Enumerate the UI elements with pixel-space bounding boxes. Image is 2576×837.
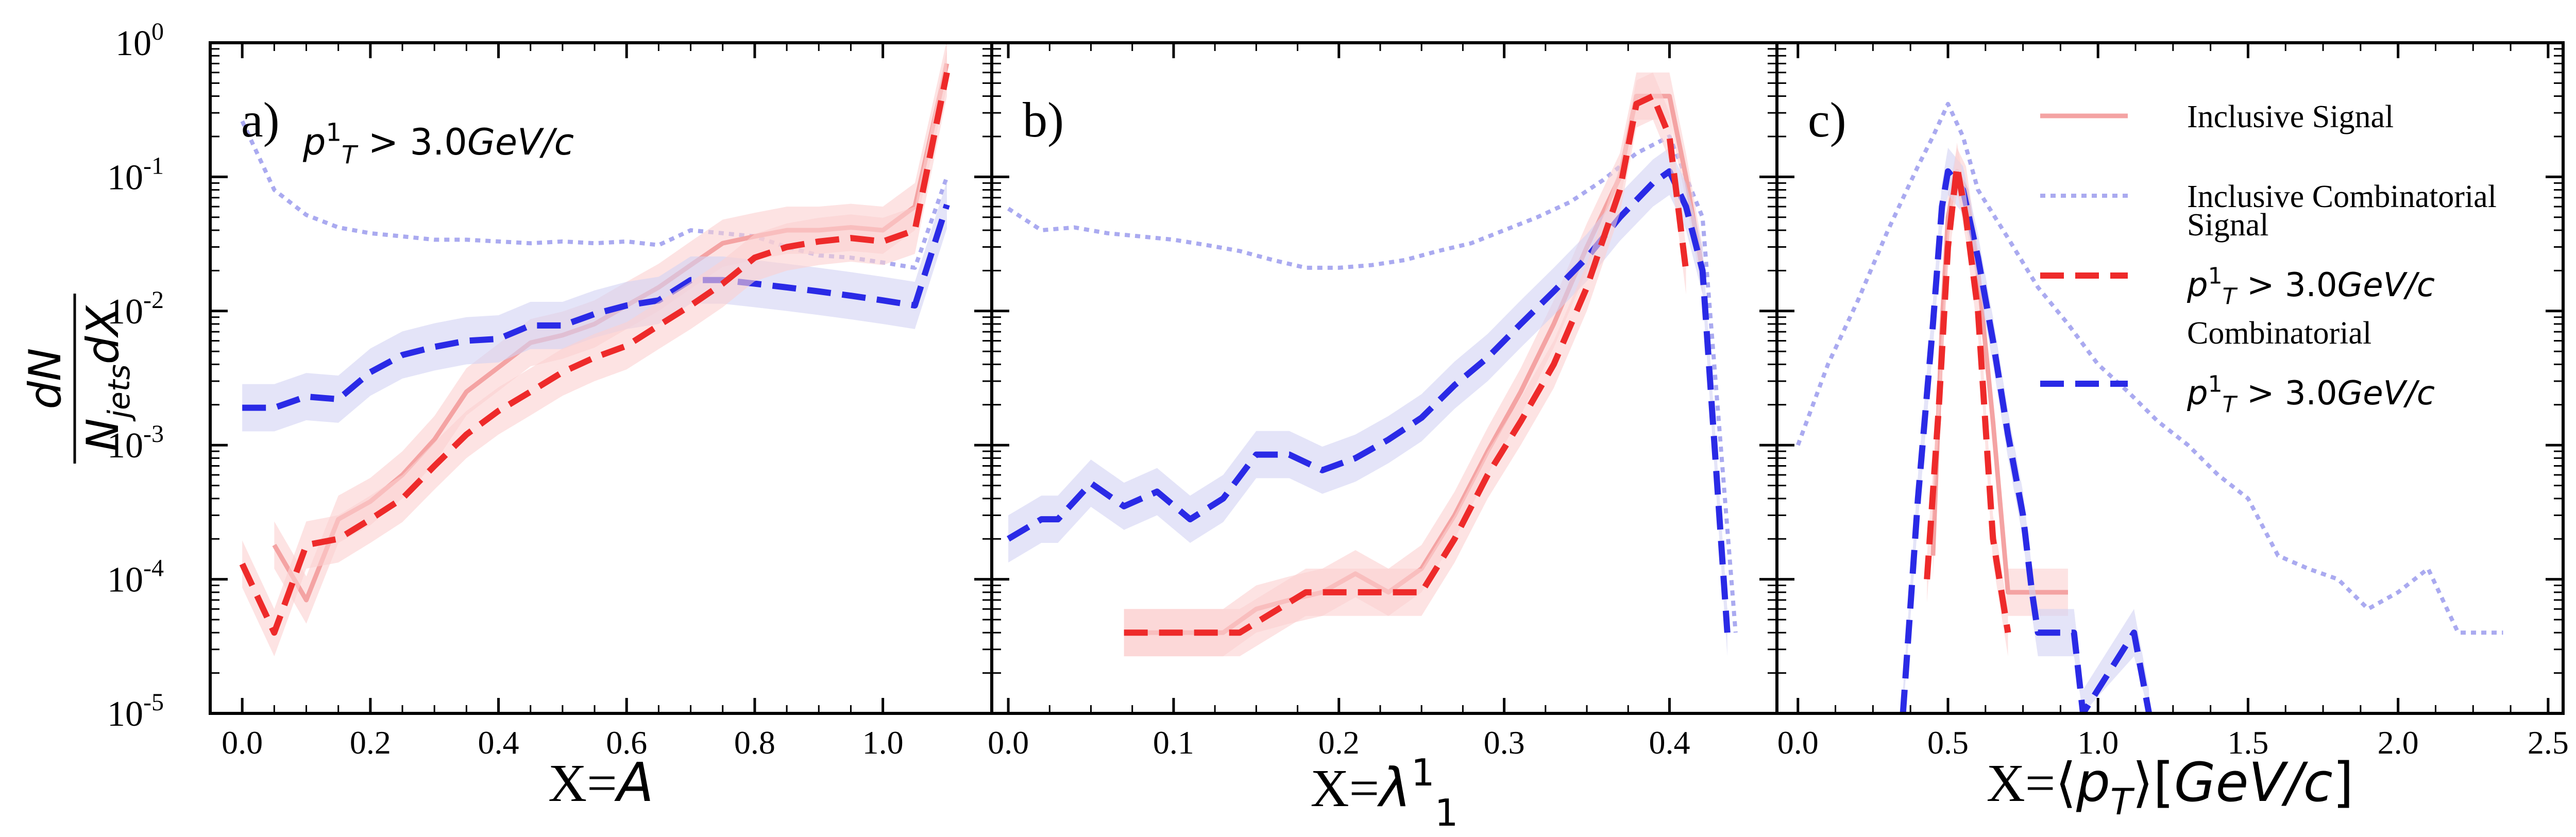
y-tick-label: 10-3	[107, 420, 164, 466]
y-label-numerator: dN	[20, 348, 71, 409]
band-combinatorial	[242, 181, 947, 432]
x-tick-label: 0.2	[350, 724, 391, 761]
series-signal-line	[1124, 93, 1689, 636]
panel-label: c)	[1808, 92, 1846, 147]
y-tick-label: 100	[115, 18, 164, 63]
panel-annotation: p1T > 3.0GeV/c	[302, 118, 574, 169]
band-signal	[1124, 72, 1686, 657]
panel-label: a)	[241, 92, 280, 147]
x-axis-label: X=⟨pT⟩[GeV/c]	[1987, 751, 2354, 823]
legend-label: Inclusive Signal	[2187, 99, 2394, 134]
legend-label: Combinatorial	[2187, 316, 2371, 351]
panels: 0.0 0.2 0.4 0.6 0.8 1.0a) p1T > 3.0GeV/cX=A0.0…	[209, 41, 2569, 834]
x-tick-label: 0.4	[1649, 724, 1690, 761]
x-tick-label: 0.0	[988, 724, 1029, 761]
series-inclusive-signal-line	[1930, 169, 2068, 595]
x-tick-label: 0.6	[606, 724, 647, 761]
series-inclusive-combinatorial-line	[1007, 134, 1738, 633]
x-tick-label: 0.0	[1777, 724, 1819, 761]
x-tick-label: 1.5	[2227, 724, 2268, 761]
legend-label: p1T > 3.0GeV/c	[2187, 263, 2435, 310]
legend-entry: Inclusive Signal	[2040, 99, 2394, 134]
legend-entry: Inclusive Combinatorial	[2040, 179, 2497, 214]
x-tick-label: 2.0	[2378, 724, 2419, 761]
series-combinatorial-line	[242, 203, 950, 411]
x-tick-label: 0.3	[1484, 724, 1525, 761]
x-tick-label: 0.0	[222, 724, 263, 761]
plot-frame	[1775, 41, 2565, 715]
x-axis-label: X=A	[548, 751, 654, 814]
x-tick-label: 2.5	[2528, 724, 2569, 761]
y-tick-label: 10-2	[107, 286, 164, 332]
series-combinatorial-line	[1007, 168, 1731, 633]
legend: Inclusive Signal Inclusive CombinatorialS…	[2040, 99, 2497, 418]
x-tick-label: 0.4	[478, 724, 519, 761]
y-tick-label: 10-4	[107, 555, 164, 600]
series-inclusive-combinatorial-line	[1796, 101, 2503, 635]
x-tick-label: 0.8	[734, 724, 775, 761]
legend-entry: Signal p1T > 3.0GeV/c	[2040, 208, 2435, 310]
y-label-denominator: NjetsdX	[77, 305, 137, 452]
x-tick-label: 0.2	[1318, 724, 1360, 761]
panel-label: b)	[1023, 92, 1064, 147]
panel-3: 0.0 0.5 1.0 1.5 2.0 2.5 c) X=⟨pT⟩[GeV/c]	[1775, 41, 2569, 823]
x-tick-label: 1.0	[2077, 724, 2119, 761]
legend-label: p1T > 3.0GeV/c	[2187, 371, 2435, 418]
band-combinatorial	[1008, 147, 1727, 657]
legend-label: Signal	[2187, 208, 2268, 243]
series-signal-line	[239, 72, 950, 636]
band-signal	[242, 48, 947, 657]
legend-entry: Combinatorial p1T > 3.0GeV/c	[2040, 316, 2435, 418]
y-tick-label: 10-5	[107, 689, 164, 734]
y-tick-label: 10-1	[107, 152, 164, 197]
x-tick-label: 0.1	[1153, 724, 1194, 761]
panel-1: 0.0 0.2 0.4 0.6 0.8 1.0 a) p1T > 3.0GeV/c X=A	[209, 41, 993, 814]
band-signal	[1927, 142, 2008, 657]
legend-label: Inclusive Combinatorial	[2187, 179, 2497, 214]
series-signal-line	[1924, 163, 2011, 634]
series-combinatorial-line	[1900, 168, 2153, 713]
x-tick-label: 1.0	[862, 724, 904, 761]
x-axis-label: X=λ11	[1311, 751, 1459, 834]
band-combinatorial	[1903, 147, 2149, 713]
x-tick-label: 0.5	[1927, 724, 1969, 761]
panel-2: 0.0 0.1 0.2 0.3 0.4 b) X=λ11	[988, 41, 1778, 834]
